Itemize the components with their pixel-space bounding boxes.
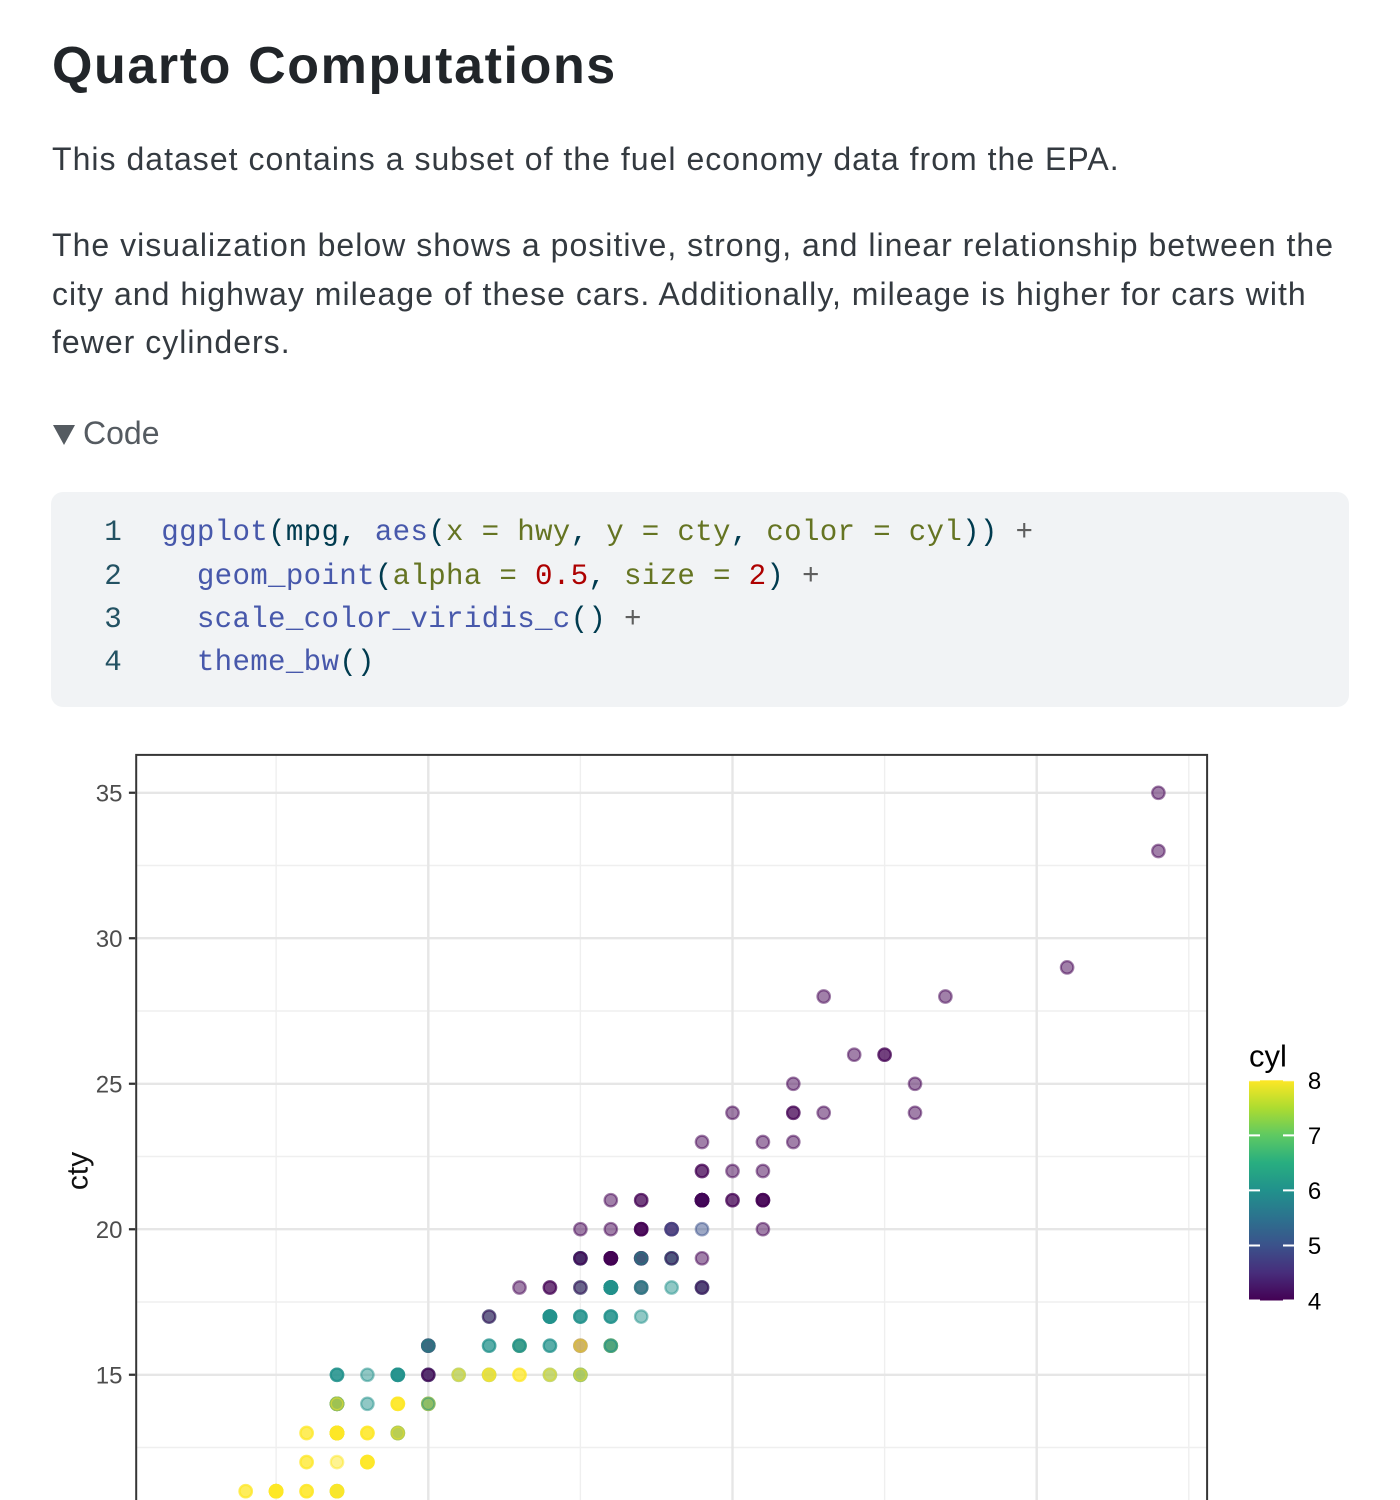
svg-text:4: 4 bbox=[1308, 1288, 1321, 1315]
svg-text:5: 5 bbox=[1308, 1233, 1321, 1260]
svg-text:30: 30 bbox=[96, 926, 123, 953]
svg-text:6: 6 bbox=[1308, 1178, 1321, 1205]
svg-text:35: 35 bbox=[96, 781, 123, 808]
svg-text:15: 15 bbox=[96, 1363, 123, 1390]
svg-text:20: 20 bbox=[96, 1217, 123, 1244]
svg-text:25: 25 bbox=[96, 1072, 123, 1099]
svg-text:cyl: cyl bbox=[1249, 1039, 1287, 1074]
svg-text:cty: cty bbox=[62, 1152, 95, 1190]
svg-text:7: 7 bbox=[1308, 1123, 1321, 1150]
svg-text:8: 8 bbox=[1308, 1068, 1321, 1095]
